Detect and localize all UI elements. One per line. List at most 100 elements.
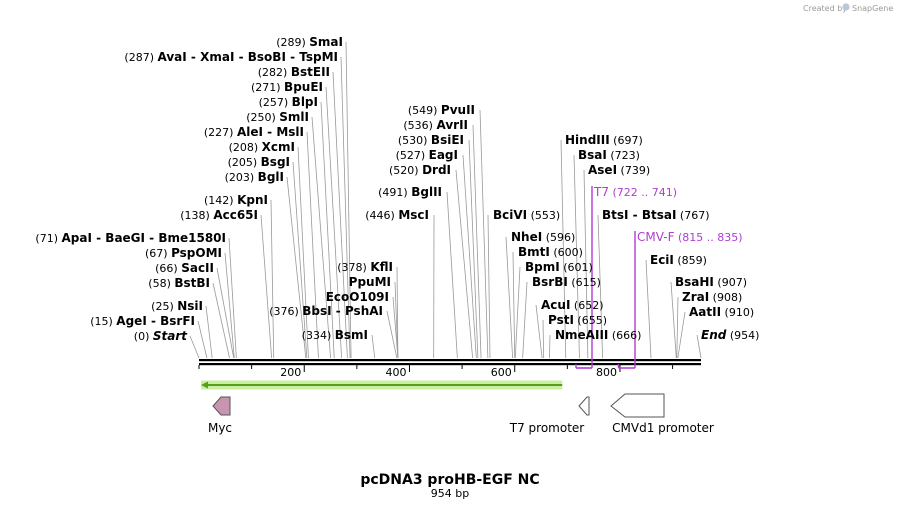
enzyme-label-aatii[interactable]: AatII (910)	[689, 305, 754, 319]
primer-range: (722 .. 741)	[609, 186, 677, 199]
primer-cmv-f[interactable]: CMV-F (815 .. 835)	[617, 230, 743, 369]
enzyme-label-apai-baegi-bme1580i[interactable]: (71) ApaI - BaeGI - Bme1580I	[35, 231, 226, 245]
brand-app-name: SnapGene	[852, 4, 893, 13]
enzyme-label-bbsi-pshai[interactable]: (376) BbsI - PshAI	[269, 304, 383, 318]
enzyme-label-asei[interactable]: AseI (739)	[588, 163, 650, 177]
enzyme-label-bsai[interactable]: BsaI (723)	[578, 148, 640, 162]
feature-myc[interactable]: Myc	[208, 396, 232, 435]
enzyme-name: EciI	[650, 253, 674, 267]
enzyme-name: -	[286, 50, 299, 64]
feature-cmvd1-promoter[interactable]: CMVd1 promoter	[610, 393, 714, 435]
label-text: (491) BglII	[378, 185, 442, 199]
site-position: (910)	[721, 306, 754, 319]
connector	[325, 86, 343, 359]
enzyme-label-start[interactable]: (0) Start	[134, 329, 188, 343]
label-text: AseI (739)	[588, 163, 650, 177]
label-text: (142) KpnI	[204, 193, 268, 207]
enzyme-label-psti[interactable]: PstI (655)	[548, 313, 607, 327]
enzyme-label-sacii[interactable]: (66) SacII	[155, 261, 214, 275]
enzyme-name: -	[263, 125, 276, 139]
connector	[386, 310, 398, 359]
enzyme-label-bgli[interactable]: (203) BglI	[225, 170, 284, 184]
enzyme-label-bstbi[interactable]: (58) BstBI	[148, 276, 210, 290]
enzyme-name: BsmI	[335, 328, 368, 342]
enzyme-label-nsii[interactable]: (25) NsiI	[151, 299, 203, 313]
site-position: (536)	[403, 119, 436, 132]
enzyme-name: Acc65I	[213, 208, 258, 222]
enzyme-label-pvuii[interactable]: (549) PvuII	[408, 103, 475, 117]
connector	[583, 169, 589, 359]
enzyme-label-acc65i[interactable]: (138) Acc65I	[180, 208, 258, 222]
site-position: (378)	[337, 261, 370, 274]
enzyme-label-end[interactable]: End (954)	[701, 328, 759, 342]
enzyme-label-bglii[interactable]: (491) BglII	[378, 185, 442, 199]
label-text: (287) AvaI - XmaI - BsoBI - TspMI	[124, 50, 338, 64]
enzyme-label-bcivi[interactable]: BciVI (553)	[493, 208, 560, 222]
connector	[260, 214, 273, 359]
enzyme-label-ecii[interactable]: EciI (859)	[650, 253, 707, 267]
enzyme-label-drdi[interactable]: (520) DrdI	[389, 163, 451, 177]
primer-t7[interactable]: T7 (722 .. 741)	[575, 185, 677, 369]
enzyme-label-alei-msli[interactable]: (227) AleI - MslI	[204, 125, 304, 139]
enzyme-label-zrai[interactable]: ZraI (908)	[682, 290, 742, 304]
connector	[455, 169, 474, 359]
label-text: HindIII (697)	[565, 133, 643, 147]
enzyme-label-blpi[interactable]: (257) BlpI	[259, 95, 318, 109]
enzyme-label-bpuei[interactable]: (271) BpuEI	[251, 80, 323, 94]
enzyme-label-bsrbi[interactable]: BsrBI (615)	[532, 275, 601, 289]
orf-arrow[interactable]	[201, 380, 563, 390]
enzyme-label-nhei[interactable]: NheI (596)	[511, 230, 575, 244]
label-text: AatII (910)	[689, 305, 754, 319]
enzyme-name: BlpI	[292, 95, 318, 109]
site-position: (71)	[35, 232, 61, 245]
label-text: (208) XcmI	[229, 140, 295, 154]
site-position: (655)	[574, 314, 607, 327]
enzyme-label-smai[interactable]: (289) SmaI	[276, 35, 343, 49]
label-text: End (954)	[701, 328, 759, 342]
backbone-top-strand	[199, 359, 701, 362]
enzyme-name: BsgI	[261, 155, 290, 169]
enzyme-label-ppumi[interactable]: PpuMI	[349, 275, 391, 289]
site-position: (58)	[148, 277, 174, 290]
connector	[560, 139, 567, 359]
connector	[306, 131, 319, 359]
enzyme-label-smli[interactable]: (250) SmlI	[246, 110, 309, 124]
enzyme-label-nmeaiii[interactable]: NmeAIII (666)	[555, 328, 641, 342]
enzyme-name: NmeAIII	[555, 328, 608, 342]
enzyme-label-pspomi[interactable]: (67) PspOMI	[145, 246, 222, 260]
feature-t7-promoter[interactable]: T7 promoter	[509, 396, 590, 435]
enzyme-name: TspMI	[299, 50, 338, 64]
enzyme-label-bpmi[interactable]: BpmI (601)	[525, 260, 593, 274]
label-text: (271) BpuEI	[251, 80, 323, 94]
enzyme-label-xcmi[interactable]: (208) XcmI	[229, 140, 295, 154]
site-position: (67)	[145, 247, 171, 260]
site-position: (553)	[527, 209, 560, 222]
enzyme-label-eagi[interactable]: (527) EagI	[396, 148, 458, 162]
enzyme-label-bsteii[interactable]: (282) BstEII	[258, 65, 330, 79]
enzyme-label-agei-bsrfi[interactable]: (15) AgeI - BsrFI	[90, 314, 195, 328]
connector	[228, 237, 237, 359]
enzyme-label-ecoo109i[interactable]: EcoO109I	[326, 290, 389, 304]
enzyme-label-avai-xmai-bsobi-tspmi[interactable]: (287) AvaI - XmaI - BsoBI - TspMI	[124, 50, 338, 64]
enzyme-label-msci[interactable]: (446) MscI	[365, 208, 429, 222]
connector	[522, 281, 528, 359]
connector	[205, 305, 213, 359]
enzyme-label-bmti[interactable]: BmtI (600)	[518, 245, 583, 259]
enzyme-label-kfli[interactable]: (378) KflI	[337, 260, 393, 274]
enzyme-label-bsmi[interactable]: (334) BsmI	[302, 328, 368, 342]
enzyme-label-btsi-btsai[interactable]: BtsI - BtsaI (767)	[602, 208, 710, 222]
enzyme-label-acui[interactable]: AcuI (652)	[541, 298, 604, 312]
enzyme-name: Start	[153, 329, 188, 343]
enzyme-label-bsgi[interactable]: (205) BsgI	[228, 155, 290, 169]
enzyme-label-kpni[interactable]: (142) KpnI	[204, 193, 268, 207]
enzyme-label-bsiei[interactable]: (530) BsiEI	[398, 133, 464, 147]
enzyme-label-hindiii[interactable]: HindIII (697)	[565, 133, 643, 147]
enzyme-label-avrii[interactable]: (536) AvrII	[403, 118, 468, 132]
label-text: (138) Acc65I	[180, 208, 258, 222]
connector	[216, 267, 235, 359]
label-text: (378) KflI	[337, 260, 393, 274]
label-text: ZraI (908)	[682, 290, 742, 304]
enzyme-label-bsahi[interactable]: BsaHI (907)	[675, 275, 747, 289]
sequence-backbone[interactable]	[199, 359, 701, 366]
enzyme-labels: (289) SmaI(287) AvaI - XmaI - BsoBI - Ts…	[35, 35, 759, 343]
